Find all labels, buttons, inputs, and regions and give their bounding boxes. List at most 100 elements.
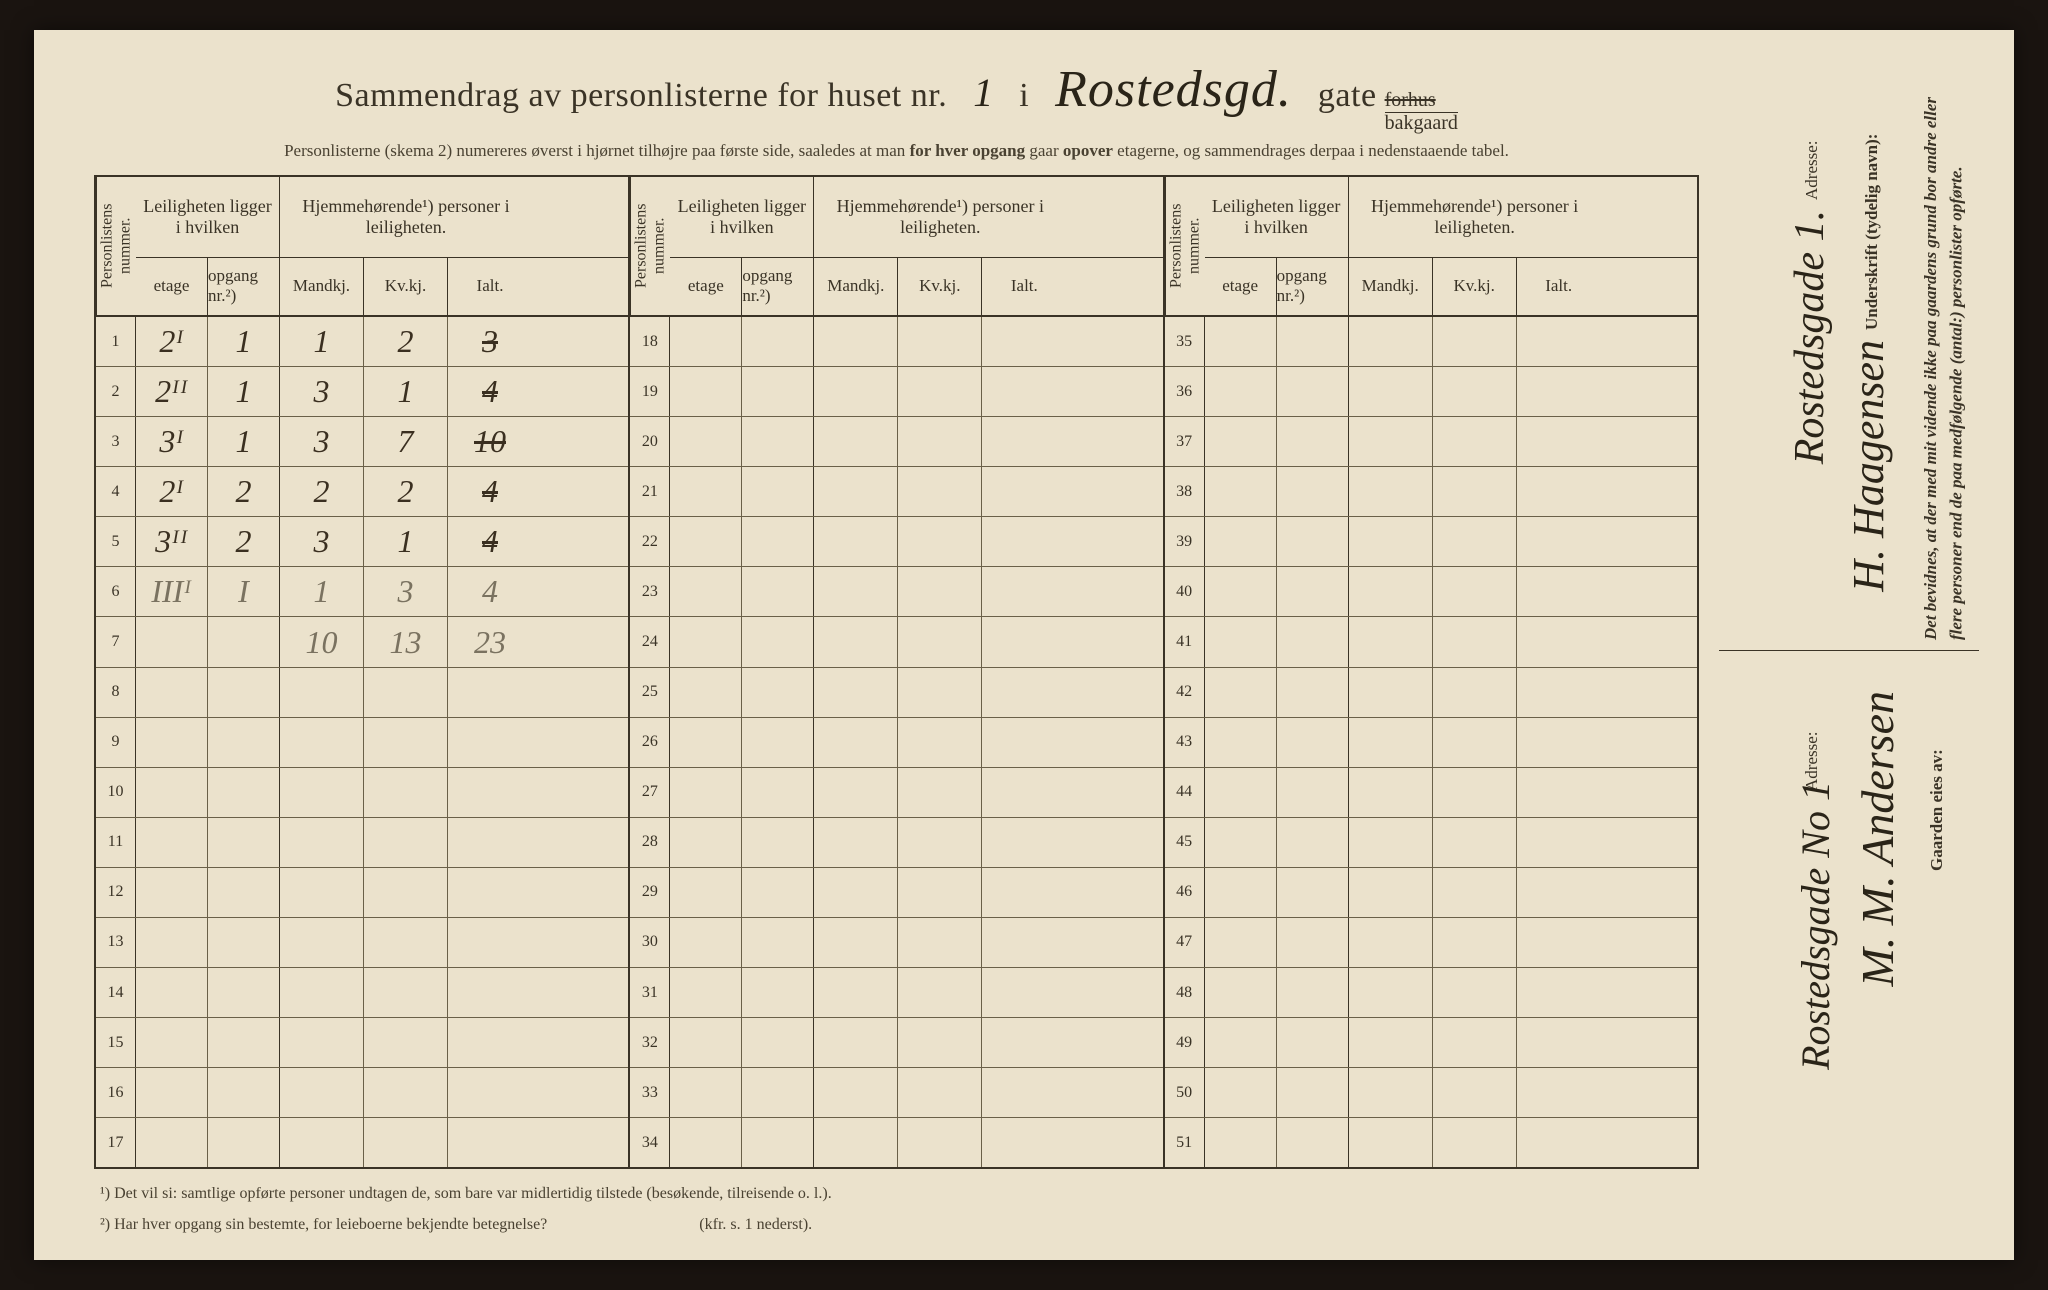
row-number: 41 [1165, 617, 1205, 666]
row-number: 2 [96, 367, 136, 416]
cell-ialt [448, 768, 532, 817]
row-number: 15 [96, 1018, 136, 1067]
cell-kvkj [1433, 818, 1517, 867]
cell-etage: 2ᴵ [136, 467, 208, 516]
cell-ialt [1517, 818, 1601, 867]
row-number: 49 [1165, 1018, 1205, 1067]
cell-kvkj [898, 668, 982, 717]
cell-etage [670, 617, 742, 666]
cell-kvkj [364, 868, 448, 917]
cell-ialt [448, 818, 532, 867]
cell-opgang [1277, 517, 1349, 566]
row-number: 27 [630, 768, 670, 817]
cell-ialt [1517, 1068, 1601, 1117]
cell-opgang [742, 668, 814, 717]
table-row: 38 [1165, 467, 1697, 517]
gaarden-label: Gaarden eies av: [1924, 671, 1950, 871]
cell-etage [1205, 818, 1277, 867]
cell-etage [670, 517, 742, 566]
cell-kvkj [1433, 1068, 1517, 1117]
cell-kvkj: 3 [364, 567, 448, 616]
cell-kvkj [364, 968, 448, 1017]
street-name: Rostedsgd. [1037, 60, 1310, 119]
cell-kvkj: 2 [364, 317, 448, 366]
col-leiligheten: Leiligheten ligger i hvilken [136, 177, 280, 257]
cell-kvkj [364, 718, 448, 767]
house-number: 1 [955, 69, 1011, 116]
cell-ialt [982, 818, 1066, 867]
cell-kvkj [898, 517, 982, 566]
cell-etage [136, 818, 208, 867]
col-opgang: opgang nr.²) [208, 258, 280, 315]
cell-etage [1205, 668, 1277, 717]
cell-etage: 3ᴵᴵ [136, 517, 208, 566]
cell-kvkj [898, 718, 982, 767]
cell-mandkj [814, 567, 898, 616]
cell-mandkj [1349, 467, 1433, 516]
cell-kvkj [1433, 417, 1517, 466]
cell-etage: 2ᴵ [136, 317, 208, 366]
cell-mandkj [814, 1068, 898, 1117]
cell-mandkj: 1 [280, 567, 364, 616]
cell-opgang: 1 [208, 417, 280, 466]
cell-opgang [742, 317, 814, 366]
table-row: 36 [1165, 367, 1697, 417]
cell-ialt [1517, 668, 1601, 717]
row-number: 6 [96, 567, 136, 616]
owner-name: M. M. Andersen [1851, 691, 1904, 987]
cell-opgang [742, 617, 814, 666]
footnote-1: ¹) Det vil si: samtlige opførte personer… [100, 1179, 1693, 1209]
table-rows: 1 2ᴵ 1 1 2 3 2 2ᴵᴵ 1 3 1 4 3 3ᴵ 1 3 7 10… [96, 317, 628, 1167]
census-form-page: Sammendrag av personlisterne for huset n… [34, 30, 2014, 1260]
main-content: Sammendrag av personlisterne for huset n… [94, 60, 1699, 1240]
col-personlistens: Personlistens nummer. [1165, 177, 1205, 315]
col-personlistens: Personlistens nummer. [630, 177, 670, 315]
row-number: 18 [630, 317, 670, 366]
cell-ialt [1517, 517, 1601, 566]
table-block-3: Personlistens nummer. Leiligheten ligger… [1163, 177, 1697, 1167]
cell-opgang [1277, 317, 1349, 366]
cell-etage [670, 868, 742, 917]
table-row: 35 [1165, 317, 1697, 367]
cell-etage [1205, 417, 1277, 466]
table-row: 16 [96, 1068, 628, 1118]
cell-etage [670, 968, 742, 1017]
row-number: 42 [1165, 668, 1205, 717]
cell-ialt [1517, 467, 1601, 516]
cell-etage [136, 1118, 208, 1167]
cell-ialt [1517, 868, 1601, 917]
row-number: 36 [1165, 367, 1205, 416]
row-number: 34 [630, 1118, 670, 1167]
cell-kvkj [1433, 317, 1517, 366]
cell-mandkj [1349, 868, 1433, 917]
cell-etage [670, 467, 742, 516]
table-row: 24 [630, 617, 1162, 667]
cell-kvkj: 2 [364, 467, 448, 516]
cell-ialt [1517, 367, 1601, 416]
row-number: 5 [96, 517, 136, 566]
table-row: 11 [96, 818, 628, 868]
row-number: 12 [96, 868, 136, 917]
row-number: 32 [630, 1018, 670, 1067]
title-prefix: Sammendrag av personlisterne for huset n… [335, 77, 947, 115]
table-row: 31 [630, 968, 1162, 1018]
cell-etage [1205, 868, 1277, 917]
cell-mandkj [814, 868, 898, 917]
col-leiligheten: Leiligheten ligger i hvilken [1205, 177, 1349, 257]
cell-ialt [448, 918, 532, 967]
cell-opgang [208, 818, 280, 867]
row-number: 45 [1165, 818, 1205, 867]
table-row: 41 [1165, 617, 1697, 667]
table-row: 46 [1165, 868, 1697, 918]
row-number: 21 [630, 467, 670, 516]
cell-mandkj [1349, 818, 1433, 867]
table-row: 40 [1165, 567, 1697, 617]
cell-kvkj [1433, 1118, 1517, 1167]
col-etage: etage [1205, 258, 1277, 315]
cell-opgang [1277, 768, 1349, 817]
cell-mandkj [280, 1068, 364, 1117]
adresse-label-top: Adresse: [1799, 80, 1825, 200]
col-opgang: opgang nr.²) [1277, 258, 1349, 315]
cell-mandkj [814, 417, 898, 466]
cell-opgang: 2 [208, 517, 280, 566]
